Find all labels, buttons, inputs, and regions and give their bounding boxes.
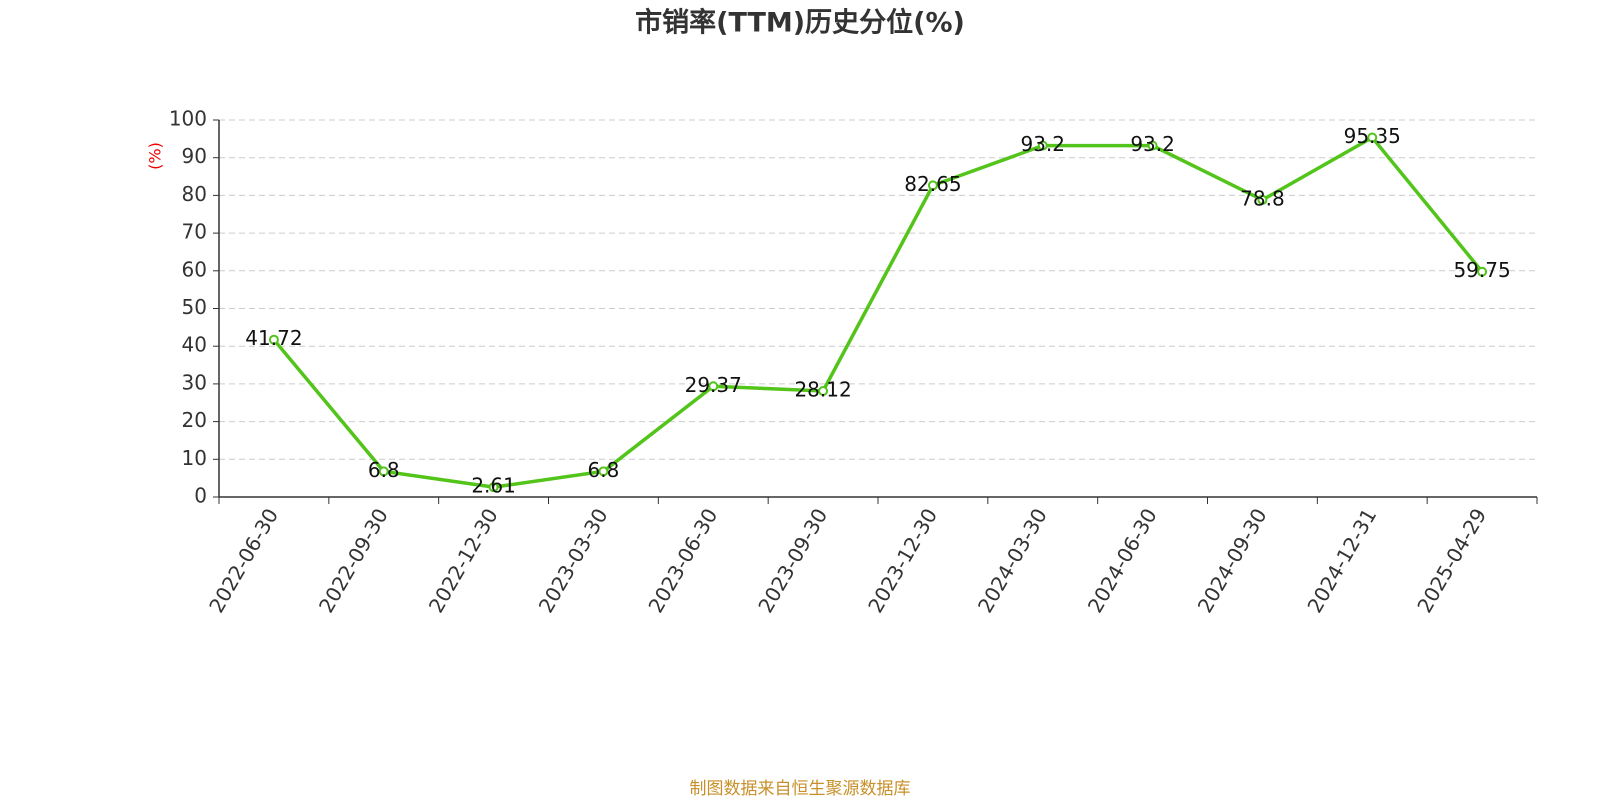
y-tick-label: 70 (182, 220, 207, 244)
data-point (927, 180, 938, 191)
y-tick-label: 90 (182, 144, 207, 168)
x-tick-label: 2024-06-30 (1083, 504, 1162, 617)
x-tick-label: 2022-12-30 (424, 504, 503, 617)
x-tick-label: 2022-06-30 (204, 504, 283, 617)
data-label: 95.35 (1344, 124, 1401, 148)
data-label: 2.61 (471, 474, 516, 498)
chart-title: 市销率(TTM)历史分位(%) (635, 7, 965, 39)
x-tick-label: 2024-09-30 (1193, 504, 1272, 617)
data-label: 78.8 (1240, 186, 1285, 210)
data-line (272, 135, 1484, 489)
y-tick-label: 20 (182, 408, 207, 432)
data-point (1477, 266, 1488, 277)
data-point (1367, 132, 1378, 143)
data-point (1147, 140, 1158, 151)
y-tick-label: 100 (169, 107, 207, 131)
data-label: 93.2 (1020, 132, 1065, 156)
x-tick-label: 2023-06-30 (643, 504, 722, 617)
y-tick-label: 50 (182, 295, 207, 319)
data-point (378, 466, 389, 477)
y-tick-label: 0 (194, 484, 207, 508)
x-tick-label: 2024-12-31 (1302, 504, 1381, 617)
data-point (268, 334, 279, 345)
y-tick-label: 80 (182, 182, 207, 206)
data-label: 59.75 (1453, 258, 1510, 282)
data-label: 29.37 (685, 373, 742, 397)
data-point (818, 385, 829, 396)
data-point (1257, 194, 1268, 205)
data-point (598, 466, 609, 477)
y-tick-label: 40 (182, 333, 207, 357)
data-label: 6.8 (368, 458, 400, 482)
y-tick-label: 30 (182, 370, 207, 394)
x-tick-label: 2022-09-30 (314, 504, 393, 617)
data-label: 41.72 (245, 326, 302, 350)
data-label: 93.2 (1130, 132, 1175, 156)
x-tick-label: 2023-03-30 (534, 504, 613, 617)
y-axis-label: (%) (146, 142, 165, 170)
data-point (488, 482, 499, 493)
x-tick-label: 2023-09-30 (753, 504, 832, 617)
data-point (1037, 140, 1048, 151)
data-label: 82.65 (904, 172, 961, 196)
data-label: 28.12 (794, 377, 851, 401)
y-tick-label: 60 (182, 257, 207, 281)
y-tick-label: 10 (182, 446, 207, 470)
x-tick-label: 2024-03-30 (973, 504, 1052, 617)
x-tick-label: 2023-12-30 (863, 504, 942, 617)
data-label: 6.8 (588, 458, 620, 482)
source-note: 制图数据来自恒生聚源数据库 (690, 779, 911, 799)
data-point (708, 381, 719, 392)
x-tick-label: 2025-04-29 (1412, 504, 1491, 617)
